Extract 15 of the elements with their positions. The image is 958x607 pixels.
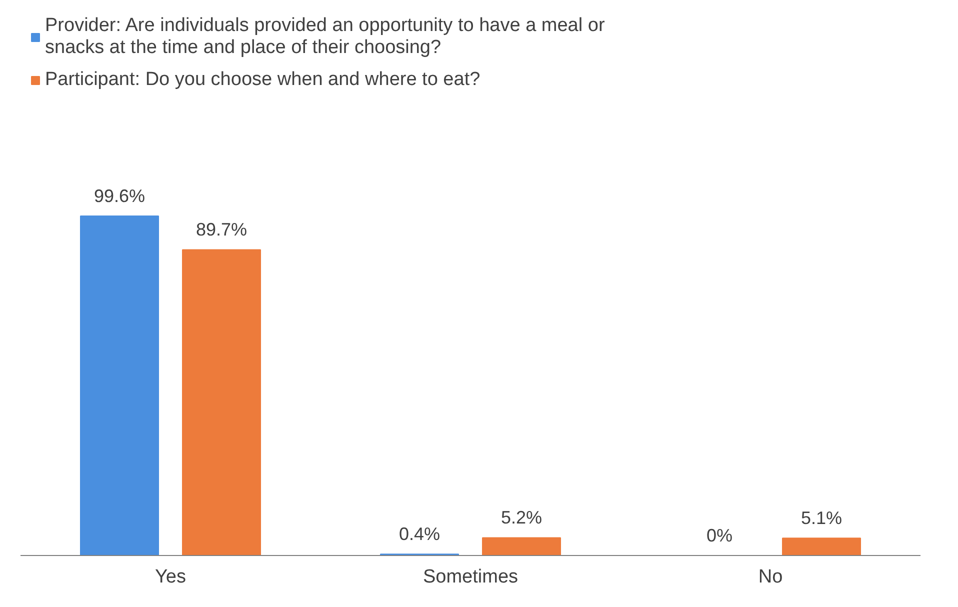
x-tick-label: No bbox=[758, 566, 783, 588]
legend-label: Provider: Are individuals provided an opportunity to have a meal or snacks at the time and place of their choosing? bbox=[45, 15, 605, 59]
data-label: 5.2% bbox=[500, 508, 542, 528]
data-label: 0.4% bbox=[398, 524, 440, 544]
data-label: 89.7% bbox=[196, 220, 248, 240]
data-label: 99.6% bbox=[94, 186, 146, 206]
legend-label: Participant: Do you choose when and where to eat? bbox=[45, 69, 480, 91]
bar bbox=[482, 537, 561, 556]
bar bbox=[80, 215, 159, 556]
x-tick-label: Yes bbox=[155, 566, 186, 588]
bar bbox=[782, 538, 861, 556]
bar bbox=[182, 249, 261, 556]
data-label: 5.1% bbox=[800, 508, 842, 528]
data-label: 0% bbox=[706, 525, 733, 546]
x-tick-label: Sometimes bbox=[422, 566, 518, 588]
